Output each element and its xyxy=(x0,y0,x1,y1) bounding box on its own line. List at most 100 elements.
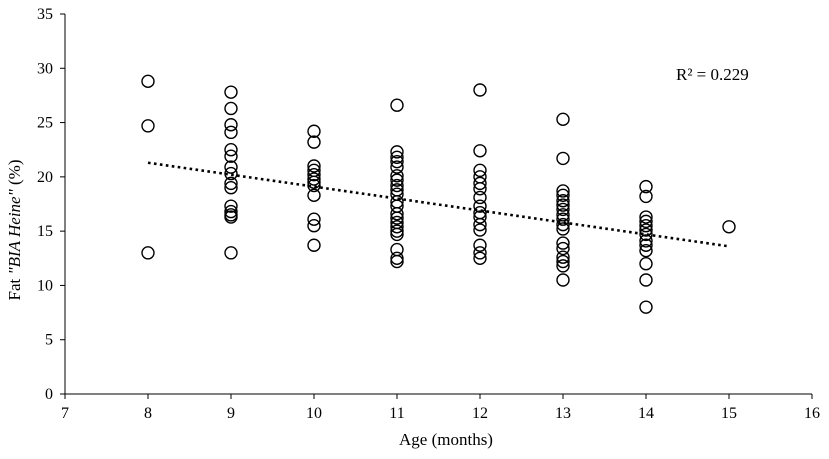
x-axis-title: Age (months) xyxy=(399,430,493,449)
x-tick-label: 11 xyxy=(389,405,404,422)
data-point xyxy=(556,188,570,203)
data-point xyxy=(390,224,404,238)
data-point xyxy=(390,207,404,221)
data-point xyxy=(639,257,653,271)
data-point xyxy=(307,219,321,233)
y-tick-label: 25 xyxy=(37,115,53,132)
data-point xyxy=(639,243,653,258)
data-point xyxy=(556,241,570,256)
data-point xyxy=(556,198,570,212)
data-point xyxy=(224,143,238,157)
data-point xyxy=(473,83,487,97)
data-point xyxy=(473,238,487,252)
data-point xyxy=(390,178,404,193)
data-point xyxy=(473,199,487,213)
data-point xyxy=(224,118,238,132)
data-point xyxy=(224,166,238,181)
data-point xyxy=(473,176,487,191)
data-point xyxy=(556,222,570,236)
x-axis-ticks: 7 8 9 10 11 12 13 14 15 16 xyxy=(61,394,820,422)
data-point xyxy=(556,254,570,269)
x-tick-label: 14 xyxy=(638,405,654,422)
data-point xyxy=(639,234,653,248)
data-point xyxy=(473,223,487,237)
data-point xyxy=(473,217,487,232)
x-tick-label: 7 xyxy=(61,405,69,422)
data-point xyxy=(639,219,653,233)
data-point xyxy=(473,246,487,260)
data-point xyxy=(556,208,570,222)
data-point xyxy=(556,184,570,198)
data-point xyxy=(639,223,653,237)
data-point xyxy=(141,119,155,133)
data-point xyxy=(556,259,570,273)
data-point xyxy=(556,202,570,217)
data-point xyxy=(307,124,321,138)
x-tick-label: 16 xyxy=(804,405,820,422)
y-axis-title-prefix: Fat xyxy=(5,275,24,301)
data-point xyxy=(556,112,570,127)
data-point xyxy=(307,175,321,189)
data-point xyxy=(639,273,653,287)
data-point xyxy=(473,163,487,178)
data-point xyxy=(473,190,487,205)
data-point xyxy=(390,98,404,112)
data-point xyxy=(473,182,487,196)
data-point xyxy=(556,212,570,226)
x-tick-label: 15 xyxy=(721,405,737,422)
data-point xyxy=(390,220,404,234)
data-point xyxy=(390,227,404,242)
data-point xyxy=(556,273,570,287)
data-point xyxy=(224,204,238,219)
x-tick-label: 10 xyxy=(306,405,322,422)
data-point xyxy=(224,176,238,191)
data-points xyxy=(141,74,736,314)
data-point xyxy=(307,238,321,252)
data-point xyxy=(307,212,321,226)
data-point xyxy=(556,151,570,166)
y-tick-label: 35 xyxy=(37,6,53,23)
y-axis-title-suffix: (%) xyxy=(5,160,24,190)
r-squared-annotation: R² = 0.229 xyxy=(676,65,749,84)
data-point xyxy=(639,189,653,204)
data-point xyxy=(390,160,404,174)
data-point xyxy=(224,246,238,260)
data-point xyxy=(390,150,404,165)
data-point xyxy=(224,125,238,140)
data-point xyxy=(473,251,487,265)
y-tick-label: 15 xyxy=(37,223,53,240)
data-point xyxy=(639,300,653,314)
data-point xyxy=(224,85,238,99)
data-point xyxy=(141,246,155,260)
data-point xyxy=(307,178,321,193)
data-point xyxy=(224,210,238,224)
y-tick-label: 30 xyxy=(37,60,53,77)
data-point xyxy=(556,194,570,208)
data-point xyxy=(556,236,570,250)
x-tick-label: 8 xyxy=(144,405,152,422)
data-point xyxy=(307,159,321,173)
data-point xyxy=(224,199,238,213)
data-point xyxy=(722,220,736,234)
x-tick-label: 12 xyxy=(472,405,488,422)
data-point xyxy=(307,167,321,182)
data-point xyxy=(390,154,404,169)
data-point xyxy=(307,135,321,149)
x-tick-label: 9 xyxy=(227,405,235,422)
data-point xyxy=(307,188,321,203)
data-point xyxy=(390,254,404,269)
data-point xyxy=(390,169,404,183)
y-tick-label: 10 xyxy=(37,277,53,294)
data-point xyxy=(224,160,238,174)
data-point xyxy=(390,211,404,225)
data-point xyxy=(224,149,238,163)
data-point xyxy=(473,144,487,158)
data-point xyxy=(224,181,238,195)
y-axis-title-emphasis: "BIA Heine" xyxy=(5,188,24,274)
y-tick-label: 5 xyxy=(45,332,53,349)
data-point xyxy=(639,210,653,224)
y-tick-label: 20 xyxy=(37,169,53,186)
y-axis-title: Fat "BIA Heine" (%) xyxy=(5,160,24,301)
